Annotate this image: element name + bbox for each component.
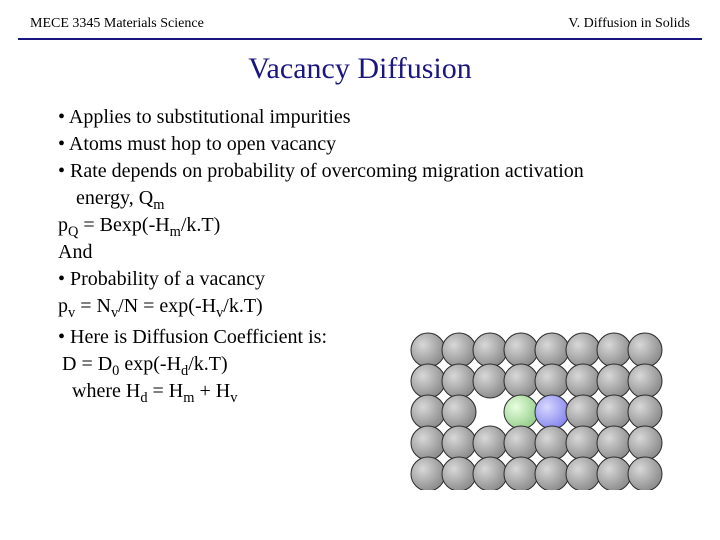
bullet-3-line1: Rate depends on probability of overcomin… (58, 158, 684, 185)
header-chapter: V. Diffusion in Solids (568, 16, 690, 32)
and-text: And (58, 239, 684, 266)
bullet-4: Probability of a vacancy (58, 266, 684, 293)
bullet-3-line2: energy, Qm (76, 185, 684, 212)
bullet-2: Atoms must hop to open vacancy (58, 131, 684, 158)
bullet-3-eq: pQ = Bexp(-Hm/k.T) (58, 212, 684, 239)
header-rule (18, 38, 702, 40)
header-course: MECE 3345 Materials Science (30, 16, 204, 32)
bullet-1: Applies to substitutional impurities (58, 104, 684, 131)
bullet-4-eq: pv = Nv/N = exp(-Hv/k.T) (58, 293, 684, 320)
page-title: Vacancy Diffusion (0, 52, 720, 86)
lattice-diagram (408, 330, 668, 480)
